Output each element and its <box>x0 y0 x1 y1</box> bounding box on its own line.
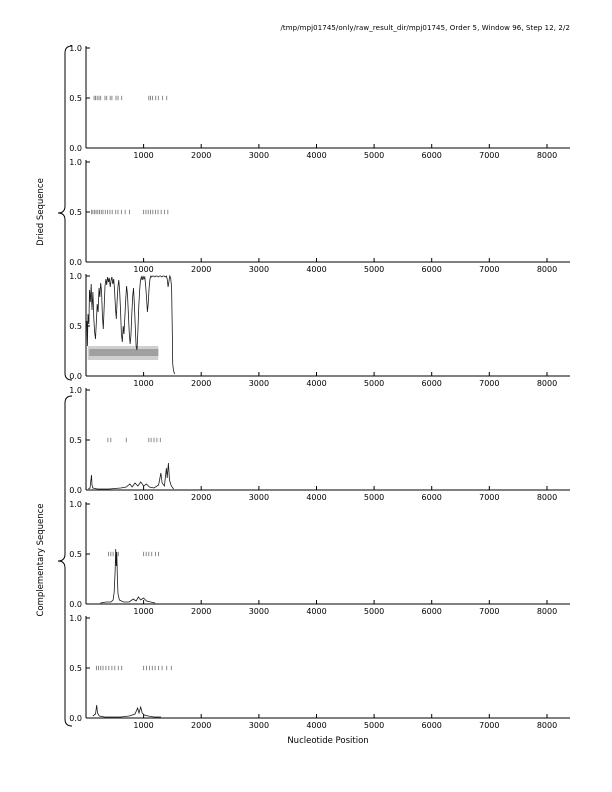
x-tick-label: 1000 <box>133 607 153 616</box>
x-tick-label: 8000 <box>537 493 557 502</box>
plot-complementary-2: 0.0 0.5 1.0 1000 2000 3000 4000 5000 6000 7000 800… <box>69 500 570 616</box>
y-tick-label: 1.0 <box>69 272 82 281</box>
x-tick-label: 7000 <box>479 721 499 730</box>
x-tick-label: 3000 <box>249 151 269 160</box>
y-tick-label: 1.0 <box>69 158 82 167</box>
x-tick-label: 1000 <box>133 721 153 730</box>
x-tick-label: 3000 <box>249 379 269 388</box>
x-tick-label: 4000 <box>306 151 326 160</box>
x-tick-label: 4000 <box>306 493 326 502</box>
series-line <box>86 274 176 375</box>
x-tick-label: 3000 <box>249 607 269 616</box>
plot-direct-1: 0.0 0.5 1.0 1000 2000 3000 4000 5000 6000 7000 800… <box>69 44 570 160</box>
y-tick-label: 1.0 <box>69 386 82 395</box>
y-tick-label: 1.0 <box>69 614 82 623</box>
panel-direct-2: 0.0 0.5 1.0 1000 2000 3000 4000 5000 6000 7000 800… <box>0 158 612 274</box>
x-tick-label: 7000 <box>479 151 499 160</box>
x-tick-label: 5000 <box>364 151 384 160</box>
x-tick-label: 1000 <box>133 265 153 274</box>
x-tick-label: 7000 <box>479 265 499 274</box>
y-tick-label: 0.0 <box>69 600 82 609</box>
x-tick-label: 6000 <box>422 151 442 160</box>
y-tick-label: 0.0 <box>69 714 82 723</box>
x-tick-label: 6000 <box>422 607 442 616</box>
x-tick-label: 4000 <box>306 607 326 616</box>
plot-complementary-1: 0.0 0.5 1.0 1000 2000 3000 4000 5000 6000 7000 800… <box>69 386 570 502</box>
y-tick-label: 1.0 <box>69 500 82 509</box>
x-tick-label: 1000 <box>133 151 153 160</box>
y-tick-label: 0.0 <box>69 258 82 267</box>
panel-complementary-1: 0.0 0.5 1.0 1000 2000 3000 4000 5000 6000 7000 800… <box>0 386 612 502</box>
x-tick-label: 3000 <box>249 265 269 274</box>
x-tick-label: 8000 <box>537 607 557 616</box>
y-tick-label: 0.5 <box>69 550 82 559</box>
plot-direct-3: 0.0 0.5 1.0 1000 2000 3000 4000 5000 6000 7000 800… <box>69 272 570 388</box>
series-line <box>100 548 156 604</box>
y-tick-label: 0.5 <box>69 208 82 217</box>
series-line <box>92 704 161 718</box>
x-tick-label: 2000 <box>191 265 211 274</box>
threshold-band <box>89 349 159 356</box>
y-tick-label: 1.0 <box>69 44 82 53</box>
plot-complementary-3: 0.0 0.5 1.0 1000 2000 3000 4000 5000 6000 7000 800… <box>69 614 570 730</box>
x-tick-label: 7000 <box>479 493 499 502</box>
series-line <box>88 462 174 490</box>
x-tick-label: 8000 <box>537 721 557 730</box>
panel-direct-1: 0.0 0.5 1.0 1000 2000 3000 4000 5000 6000 7000 800… <box>0 44 612 160</box>
x-tick-label: 6000 <box>422 493 442 502</box>
x-tick-label: 8000 <box>537 151 557 160</box>
x-tick-label: 5000 <box>364 721 384 730</box>
figure-title: /tmp/mpj01745/only/raw_result_dir/mpj017… <box>280 24 570 32</box>
x-tick-label: 5000 <box>364 265 384 274</box>
x-tick-label: 5000 <box>364 607 384 616</box>
x-tick-label: 5000 <box>364 379 384 388</box>
x-tick-label: 4000 <box>306 265 326 274</box>
x-tick-label: 2000 <box>191 493 211 502</box>
x-axis-title: Nucleotide Position <box>287 736 369 746</box>
panel-direct-3: 0.0 0.5 1.0 1000 2000 3000 4000 5000 6000 7000 800… <box>0 272 612 388</box>
x-tick-label: 8000 <box>537 265 557 274</box>
x-tick-label: 4000 <box>306 721 326 730</box>
y-tick-label: 0.5 <box>69 436 82 445</box>
x-tick-label: 2000 <box>191 379 211 388</box>
x-tick-label: 6000 <box>422 379 442 388</box>
panel-complementary-3: 0.0 0.5 1.0 1000 2000 3000 4000 5000 6000 7000 800… <box>0 614 612 730</box>
x-tick-label: 2000 <box>191 721 211 730</box>
y-tick-label: 0.0 <box>69 372 82 381</box>
plot-direct-2: 0.0 0.5 1.0 1000 2000 3000 4000 5000 6000 7000 800… <box>69 158 570 274</box>
x-tick-label: 7000 <box>479 379 499 388</box>
y-tick-label: 0.5 <box>69 94 82 103</box>
x-tick-label: 1000 <box>133 493 153 502</box>
x-tick-label: 3000 <box>249 721 269 730</box>
y-tick-label: 0.0 <box>69 486 82 495</box>
x-tick-label: 6000 <box>422 721 442 730</box>
x-tick-label: 6000 <box>422 265 442 274</box>
x-tick-label: 3000 <box>249 493 269 502</box>
x-tick-label: 2000 <box>191 607 211 616</box>
x-tick-label: 1000 <box>133 379 153 388</box>
y-tick-label: 0.5 <box>69 322 82 331</box>
x-tick-label: 2000 <box>191 151 211 160</box>
y-tick-label: 0.0 <box>69 144 82 153</box>
x-tick-label: 4000 <box>306 379 326 388</box>
x-tick-label: 8000 <box>537 379 557 388</box>
panel-complementary-2: 0.0 0.5 1.0 1000 2000 3000 4000 5000 6000 7000 800… <box>0 500 612 616</box>
x-tick-label: 5000 <box>364 493 384 502</box>
y-tick-label: 0.5 <box>69 664 82 673</box>
x-tick-label: 7000 <box>479 607 499 616</box>
